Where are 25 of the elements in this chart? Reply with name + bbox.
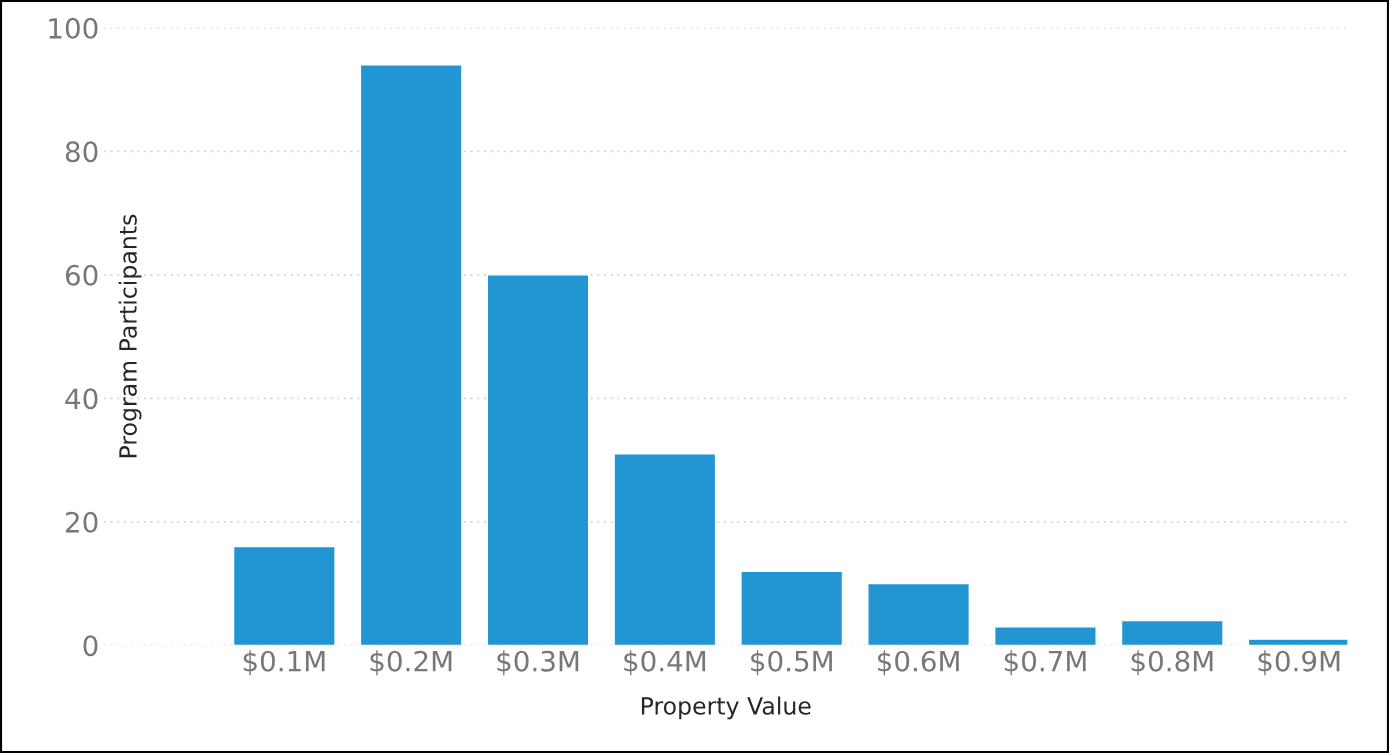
bar [867,582,971,646]
x-tick-label: $0.3M [497,650,579,676]
y-tick-label: 60 [65,264,98,286]
y-tick-label: 80 [65,141,98,163]
x-tick-label: $0.8M [1131,650,1213,676]
bar [359,64,463,646]
bar [486,274,590,646]
x-tick-label: $0.9M [1258,650,1340,676]
x-tick-label: $0.7M [1004,650,1086,676]
bar [613,453,717,646]
y-axis-title: Program Participants [118,214,142,458]
x-tick-label: $0.5M [751,650,832,676]
x-axis-title: Property Value [641,696,811,720]
x-tick-label: $0.2M [370,650,452,676]
y-tick-label: 40 [65,388,98,410]
bar [1120,619,1224,646]
bar [740,570,844,646]
y-tick-label: 0 [83,635,98,657]
y-tick-label: 20 [66,511,98,533]
y-tick-label: 100 [49,17,98,39]
x-tick-label: $0.1M [243,650,325,676]
x-tick-label: $0.4M [624,650,706,676]
bar [232,545,336,646]
bar [993,626,1097,646]
x-tick-label: $0.6M [877,650,959,676]
